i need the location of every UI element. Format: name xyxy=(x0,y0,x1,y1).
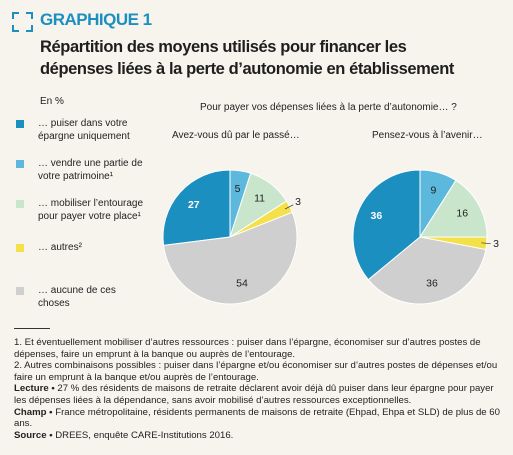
footnote: 2. Autres combinaisons possibles : puise… xyxy=(14,360,498,383)
note-text: DREES, enquête CARE-Institutions 2016. xyxy=(55,429,234,441)
value-label: 11 xyxy=(254,193,265,205)
pie-title: Avez-vous dû par le passé… xyxy=(172,130,300,141)
pie-slice xyxy=(367,236,487,305)
unit-label: En % xyxy=(40,96,64,107)
notes: 1. Et éventuellement mobiliser d’autres … xyxy=(14,337,504,441)
footnote: 1. Et éventuellement mobiliser d’autres … xyxy=(14,337,481,360)
legend-swatch xyxy=(16,287,24,295)
value-label: 3 xyxy=(295,196,301,208)
note: Lecture • 27 % des résidents de maisons … xyxy=(14,383,504,406)
note-text: 27 % des résidents de maisons de retrait… xyxy=(14,383,494,406)
legend-swatch xyxy=(16,120,24,128)
note-label: Source • xyxy=(14,429,53,441)
value-label: 36 xyxy=(426,278,438,290)
note-label: Lecture • xyxy=(14,383,55,395)
pie-slice xyxy=(352,169,421,281)
leader-line xyxy=(481,242,491,245)
value-label: 16 xyxy=(456,208,468,220)
legend-label: … vendre une partie de votre patrimoine¹ xyxy=(38,158,143,182)
rule xyxy=(14,328,50,329)
legend-label: … autres² xyxy=(38,242,82,253)
legend-label: … aucune de ces choses xyxy=(38,285,116,309)
value-label: 3 xyxy=(493,238,499,250)
value-label: 36 xyxy=(371,210,383,222)
legend-label: … puiser dans votre épargne uniquement xyxy=(38,118,130,142)
note-label: Champ • xyxy=(14,406,53,418)
note: Source • DREES, enquête CARE-Institution… xyxy=(14,430,504,442)
note-text: France métropolitaine, résidents permane… xyxy=(14,406,500,430)
value-label: 54 xyxy=(236,278,248,290)
value-label: 27 xyxy=(188,199,200,211)
value-label: 5 xyxy=(235,183,241,195)
value-label: 9 xyxy=(431,184,437,196)
graphic-label: GRAPHIQUE 1 xyxy=(40,10,152,29)
pie-slice xyxy=(162,169,231,246)
chart-title: Répartition des moyens utilisés pour fin… xyxy=(40,38,454,78)
legend-swatch xyxy=(16,160,24,168)
legend-swatch xyxy=(16,200,24,208)
pie-slice xyxy=(419,179,488,238)
leader-line xyxy=(284,204,294,210)
icon xyxy=(12,12,33,32)
note: Champ • France métropolitaine, résidents… xyxy=(14,407,504,430)
legend-label: … mobiliser l’entourage pour payer votre… xyxy=(38,198,144,222)
question: Pour payer vos dépenses liées à la perte… xyxy=(200,102,457,113)
pie-title: Pensez-vous à l’avenir… xyxy=(372,130,483,141)
legend-swatch xyxy=(16,244,24,252)
pie-slice xyxy=(162,211,298,305)
